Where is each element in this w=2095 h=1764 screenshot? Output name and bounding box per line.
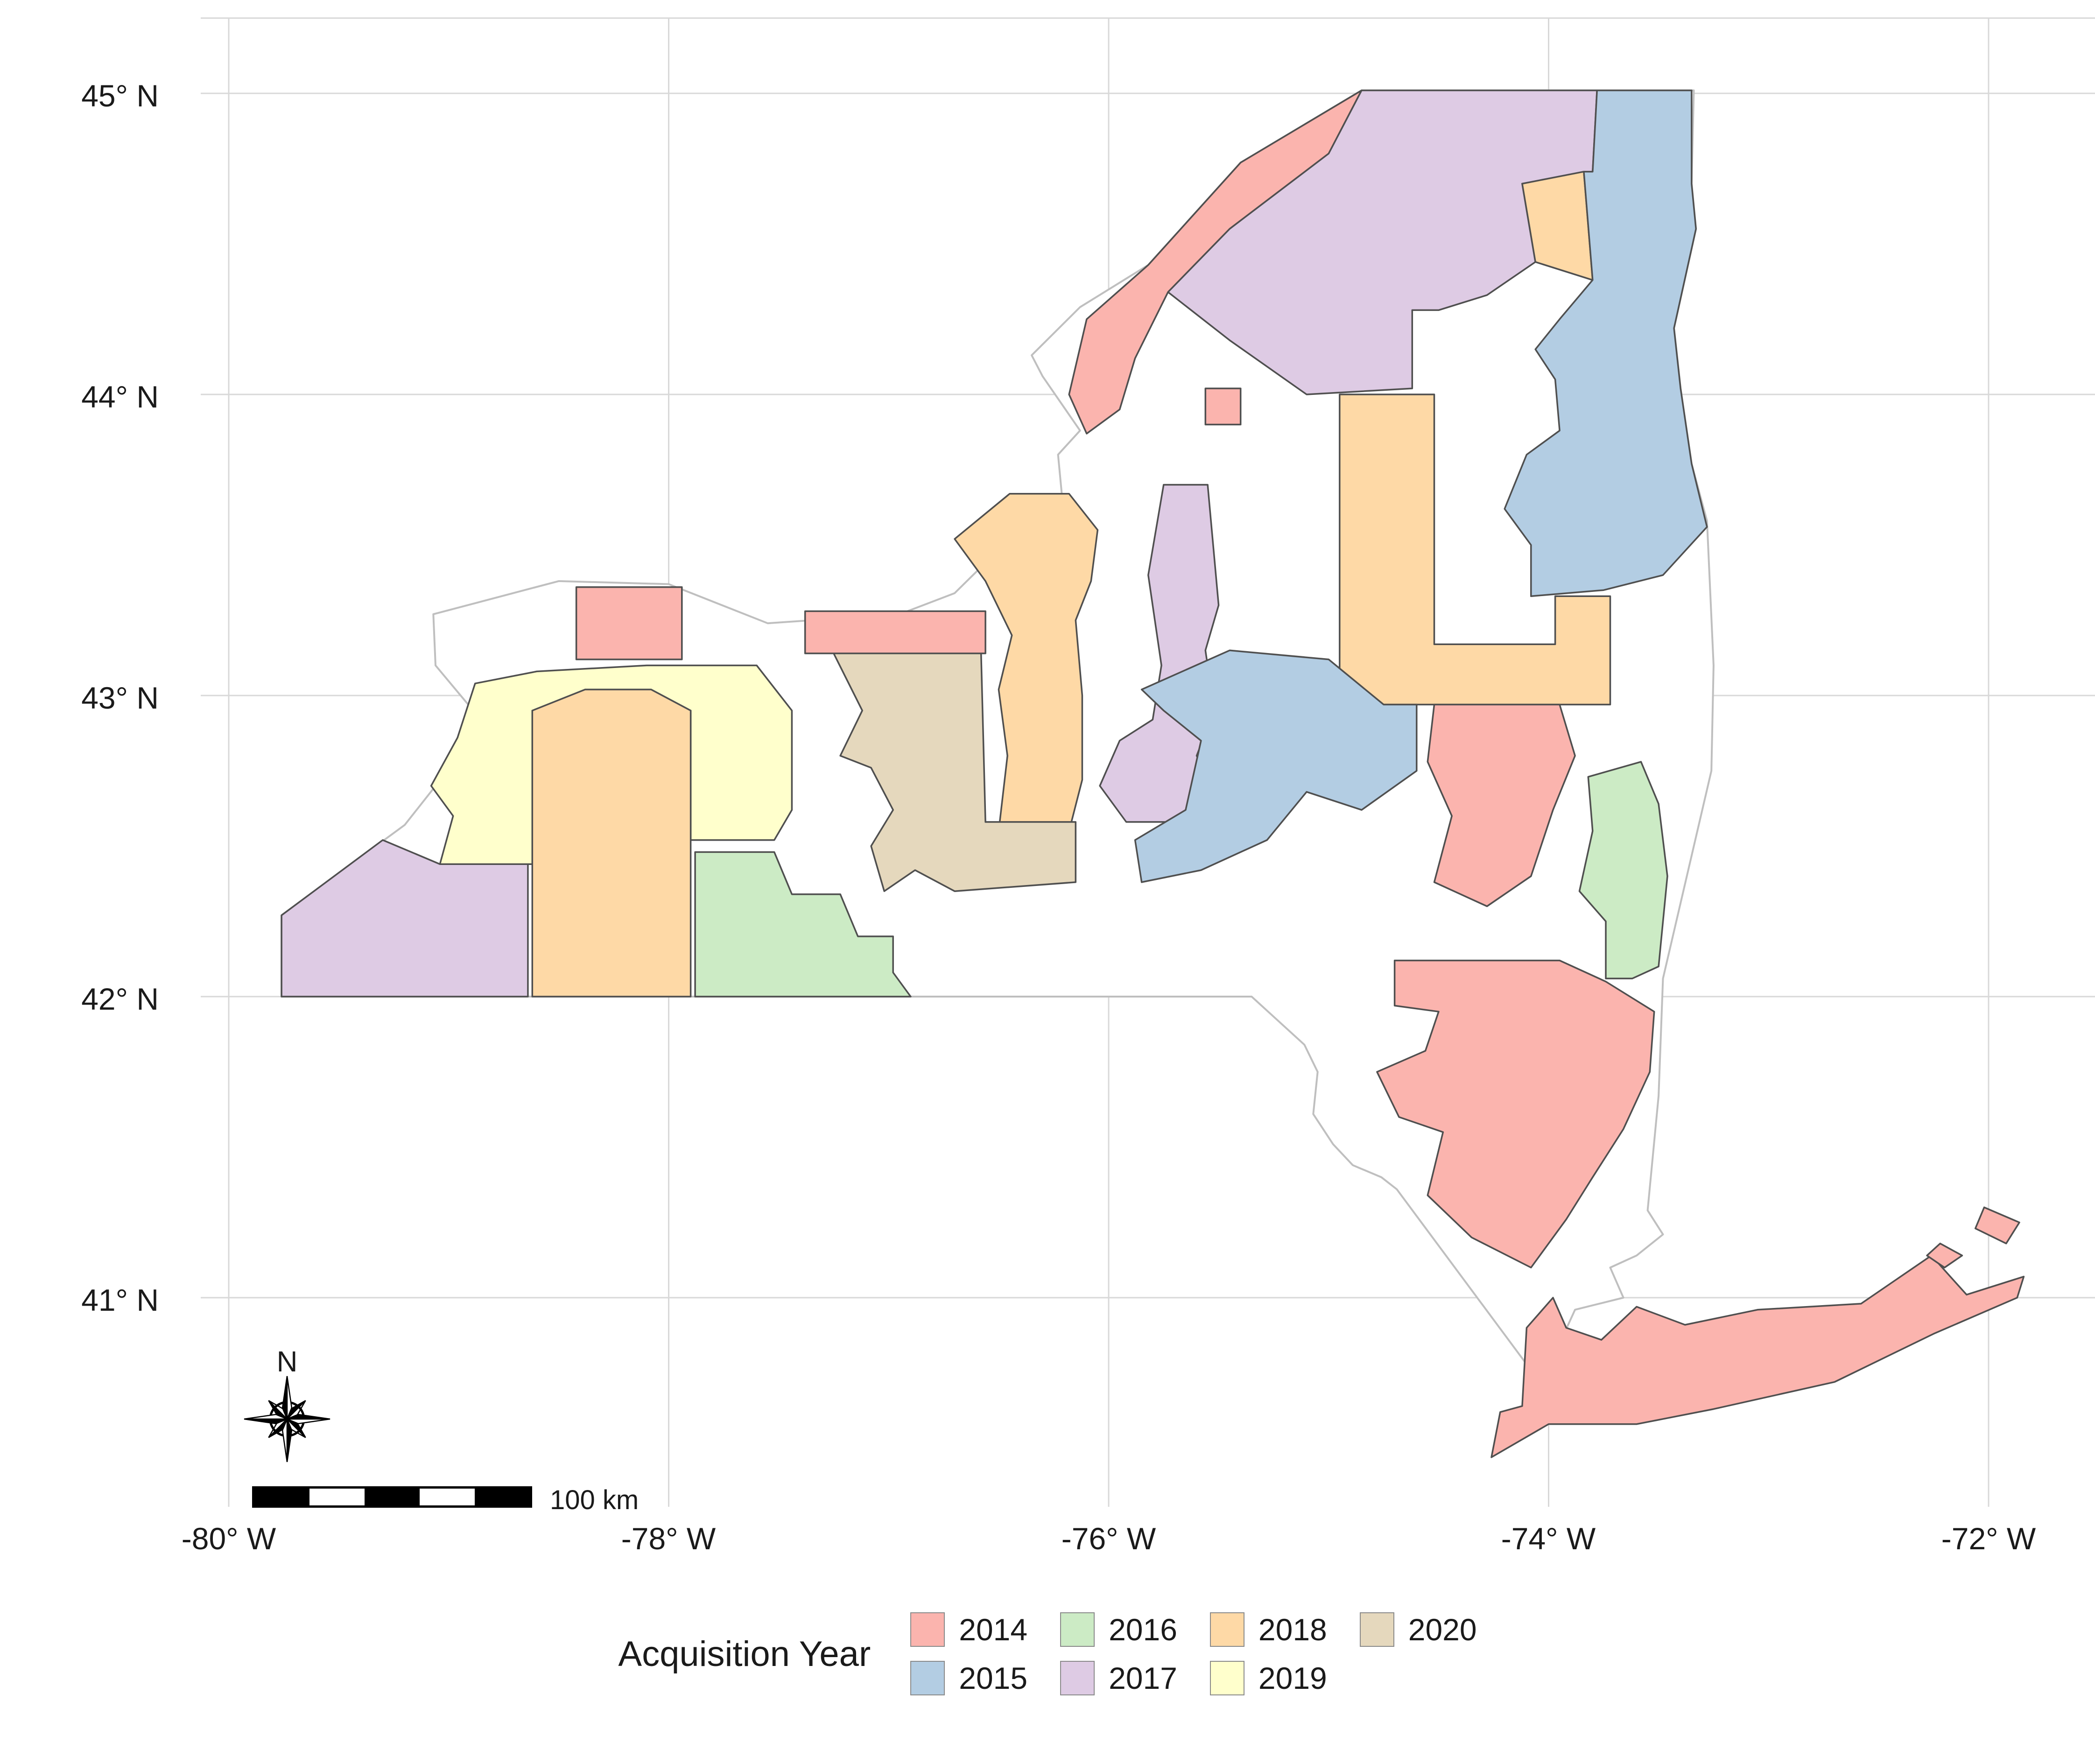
north-arrow-label: N [276,1346,298,1378]
legend-key-swatch [1209,1612,1244,1647]
legend-item-label: 2020 [1408,1612,1477,1647]
legend-item-label: 2019 [1258,1661,1327,1695]
legend-item-label: 2015 [959,1661,1028,1695]
scale-bar-segment [309,1489,365,1505]
x-axis-tick-label: -72° W [1941,1521,2036,1556]
region-north-inland-piece [1204,387,1242,426]
region-finger-lakes [833,652,1077,892]
legend-item-label: 2017 [1109,1661,1177,1695]
legend-column: 2014 2015 [910,1611,1027,1696]
legend: Acquisition Year 2014 2015 2016 2017 [0,1611,2095,1696]
y-axis-tick-label: 41° N [81,1283,159,1317]
x-axis-tick-label: -80° W [181,1521,276,1556]
legend-key-swatch [1359,1612,1394,1647]
region-mohawk-valley [1427,703,1576,907]
region-chautauqua [281,839,529,998]
legend-item-label: 2018 [1258,1612,1327,1647]
legend-item-label: 2014 [959,1612,1028,1647]
region-wyoming-allegany [531,689,692,998]
legend-item: 2016 [1060,1611,1177,1648]
region-wayne-shore-strip [804,610,986,654]
legend-item: 2018 [1209,1611,1327,1648]
region-orleans-block [575,586,683,661]
north-arrow-icon [244,1376,330,1462]
legend-item: 2020 [1359,1611,1477,1648]
region-rensselaer-columbia [1578,761,1668,980]
legend-key-swatch [1060,1661,1095,1695]
legend-title: Acquisition Year [618,1634,871,1674]
region-central-mohawk [1134,649,1418,883]
region-catskills [1376,959,1655,1269]
x-axis-tick-label: -76° W [1061,1521,1156,1556]
legend-item: 2014 [910,1611,1027,1648]
legend-item: 2015 [910,1660,1027,1696]
region-steuben [694,851,912,998]
y-axis-tick-label: 45° N [81,78,159,113]
region-onondaga-column [954,493,1099,832]
y-axis-tick-label: 43° N [81,681,159,715]
legend-key-swatch [1209,1661,1244,1695]
x-axis-tick-label: -74° W [1501,1521,1596,1556]
legend-key-swatch [1060,1612,1095,1647]
region-hamilton-warren [1339,394,1611,706]
legend-column: 2018 2019 [1209,1611,1327,1696]
region-gull-island [1926,1243,1963,1269]
legend-key-swatch [910,1612,945,1647]
scale-bar-segment [254,1489,309,1505]
legend-item-label: 2016 [1109,1612,1177,1647]
legend-column: 2020 [1359,1611,1477,1696]
legend-item: 2019 [1209,1660,1327,1696]
region-fishers-island [1974,1206,2020,1244]
scale-bar [252,1486,532,1508]
legend-item: 2017 [1060,1660,1177,1696]
scale-bar-label: 100 km [550,1485,639,1515]
legend-key-swatch [910,1661,945,1695]
legend-items: 2014 2015 2016 2017 2018 [910,1611,1477,1696]
x-axis-tick-label: -78° W [621,1521,716,1556]
y-axis-tick-label: 44° N [81,380,159,414]
y-axis-tick-label: 42° N [81,982,159,1016]
legend-column: 2016 2017 [1060,1611,1177,1696]
region-nyc-long-island [1490,1254,2025,1458]
scale-bar-segment [475,1489,530,1505]
region-adirondack-east [1504,89,1708,597]
scale-bar-segment [420,1489,475,1505]
region-polygons [281,89,2025,1458]
scale-bar-segment [365,1489,420,1505]
